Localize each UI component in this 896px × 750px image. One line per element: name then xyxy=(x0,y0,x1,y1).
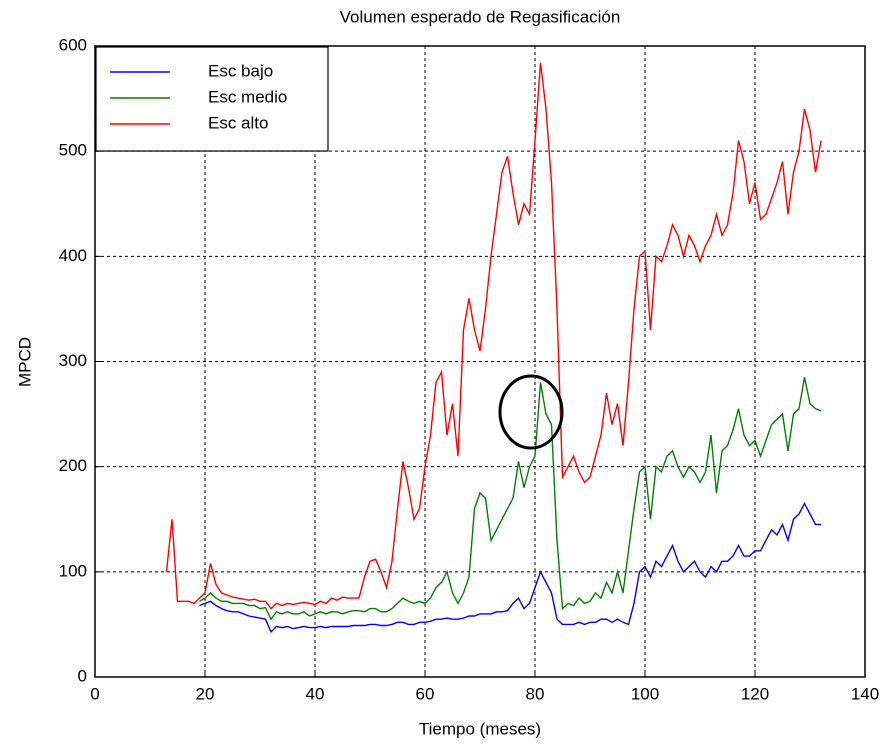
legend-label: Esc medio xyxy=(208,87,287,106)
x-tick-label: 0 xyxy=(90,684,99,703)
x-tick-label: 20 xyxy=(196,684,215,703)
legend: Esc bajo Esc medio Esc alto xyxy=(95,46,329,152)
x-tick-label: 120 xyxy=(741,684,769,703)
legend-label: Esc bajo xyxy=(208,61,273,80)
y-tick-label: 300 xyxy=(59,351,87,370)
y-tick-label: 100 xyxy=(59,561,87,580)
series-line xyxy=(199,501,821,634)
x-tick-label: 80 xyxy=(526,684,545,703)
series-line xyxy=(165,62,822,610)
y-tick-label: 500 xyxy=(59,141,87,160)
grid: 0 20 40 60 80 100 120 140 0 100 200 300 400 500 600 xyxy=(59,35,880,703)
lines xyxy=(165,62,822,634)
x-tick-label: 60 xyxy=(416,684,435,703)
highlight-circle xyxy=(498,374,564,450)
y-tick-label: 600 xyxy=(59,35,87,54)
x-axis-label: Tiempo (meses) xyxy=(419,719,541,738)
series-line xyxy=(199,377,822,621)
y-tick-label: 400 xyxy=(59,246,87,265)
y-axis-label: MPCD xyxy=(15,337,34,387)
y-tick-label: 0 xyxy=(78,666,87,685)
legend-box xyxy=(95,46,329,152)
x-tick-label: 140 xyxy=(851,684,879,703)
x-tick-label: 40 xyxy=(306,684,325,703)
x-tick-label: 100 xyxy=(631,684,659,703)
chart-title: Volumen esperado de Regasificación xyxy=(340,7,621,26)
y-tick-label: 200 xyxy=(59,456,87,475)
legend-label: Esc alto xyxy=(208,113,268,132)
